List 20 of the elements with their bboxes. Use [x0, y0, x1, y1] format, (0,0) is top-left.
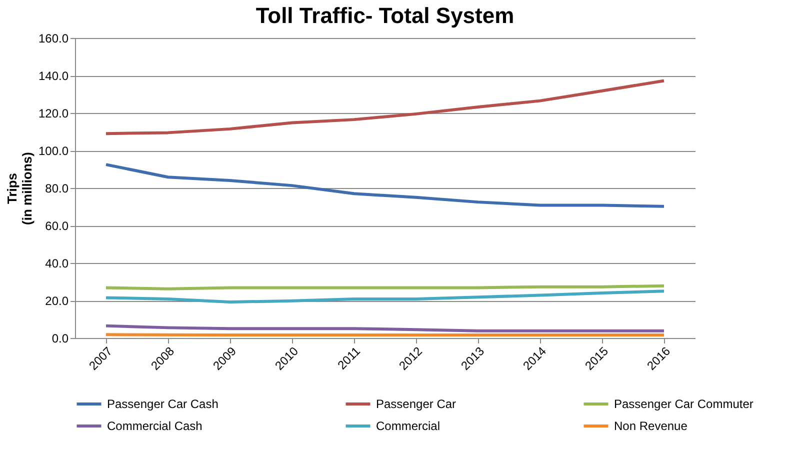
- y-tick-label: 0.0: [52, 332, 69, 346]
- line-series: [104, 79, 666, 136]
- legend-label: Passenger Car Commuter: [614, 397, 754, 411]
- y-axis-title: Trips (in millions): [4, 152, 34, 225]
- legend-label: Commercial: [376, 419, 440, 433]
- y-tick-label: 20.0: [45, 294, 69, 308]
- y-tick-label: 160.0: [38, 32, 69, 46]
- line-series: [104, 290, 666, 304]
- line-series: [104, 163, 666, 208]
- y-tick-label: 140.0: [38, 69, 69, 83]
- chart-title: Toll Traffic- Total System: [256, 3, 514, 28]
- legend-label: Passenger Car: [376, 397, 456, 411]
- y-tick-label: 60.0: [45, 219, 69, 233]
- y-tick-label: 80.0: [45, 182, 69, 196]
- y-tick-label: 40.0: [45, 256, 69, 270]
- legend-label: Passenger Car Cash: [107, 397, 218, 411]
- legend-label: Non Revenue: [614, 419, 688, 433]
- y-tick-label: 100.0: [38, 144, 69, 158]
- legend-label: Commercial Cash: [107, 419, 202, 433]
- y-tick-label: 120.0: [38, 106, 69, 120]
